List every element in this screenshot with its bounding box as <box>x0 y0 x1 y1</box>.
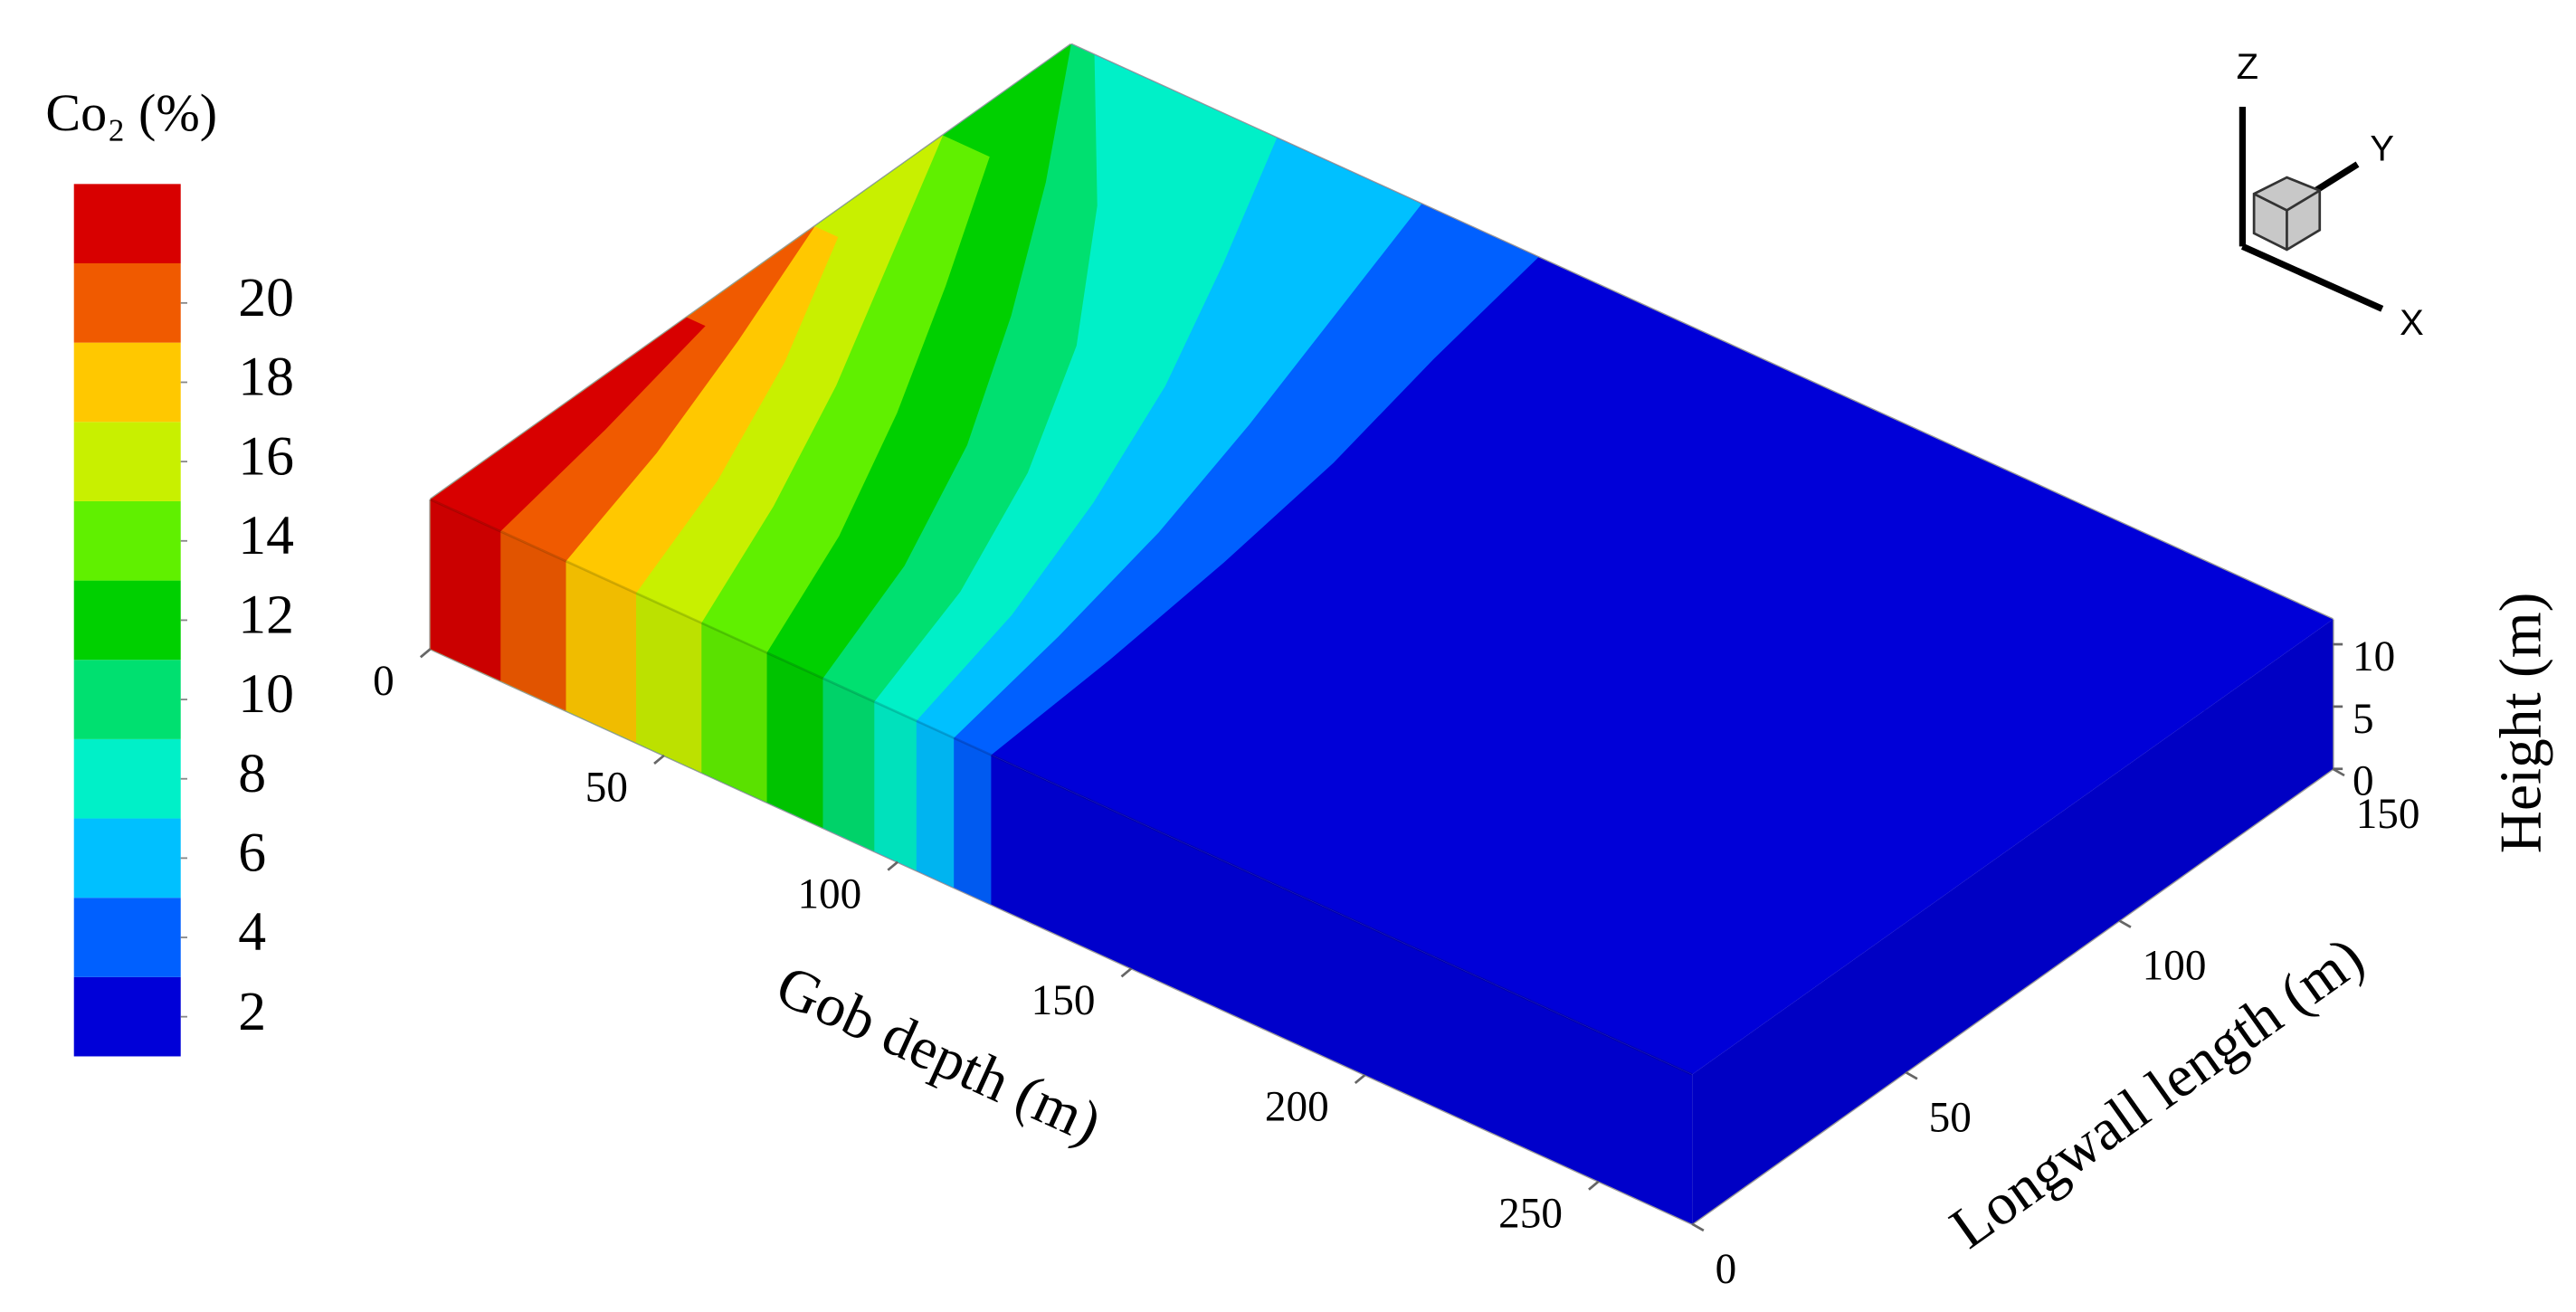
x-tick-label: 150 <box>1031 977 1096 1024</box>
y-tick-label: 150 <box>2356 791 2420 838</box>
colorbar-title: Co₂ (%) <box>45 83 217 142</box>
colorbar-tick-label: 4 <box>238 901 266 963</box>
colorbar-band <box>73 263 181 343</box>
y-tick-label: 0 <box>1716 1246 1737 1293</box>
z-tick-label: 0 <box>2353 758 2374 805</box>
contour-region-top <box>430 317 706 532</box>
x-tick <box>1120 967 1133 978</box>
colorbar-band <box>73 818 181 898</box>
front-shade <box>430 499 1693 1224</box>
colorbar-band <box>73 738 181 819</box>
box-edge <box>430 498 1693 1076</box>
plot <box>429 43 2334 1225</box>
colorbar-tick-label: 12 <box>238 585 294 646</box>
colorbar-tick-label: 2 <box>238 981 266 1042</box>
triad-label: Z <box>2237 47 2258 87</box>
x-tick <box>1588 1180 1600 1191</box>
y-tick-label: 50 <box>1929 1094 1972 1141</box>
x-tick <box>653 754 665 765</box>
y-tick <box>1905 1070 1918 1080</box>
colorbar-band <box>73 660 181 739</box>
colorbar-band <box>73 580 181 661</box>
y-tick <box>1691 1222 1705 1232</box>
right-face <box>1692 619 2334 1224</box>
x-tick-label: 0 <box>373 658 394 705</box>
colorbar-tick-label: 20 <box>238 267 294 328</box>
x-tick-label: 250 <box>1498 1190 1563 1237</box>
colorbar-tick-label: 14 <box>238 505 294 566</box>
x-tick <box>887 860 899 871</box>
colorbar-tick-label: 6 <box>238 822 266 884</box>
x-tick <box>419 648 432 659</box>
colorbar-band <box>73 500 181 581</box>
z-axis-label: Height (m) <box>2489 593 2554 854</box>
colorbar-band <box>73 898 181 977</box>
colorbar-band <box>73 184 181 264</box>
colorbar-band <box>73 422 181 501</box>
contour-region-front <box>430 499 501 681</box>
colorbar-tick-label: 8 <box>238 743 266 804</box>
x-tick <box>1354 1073 1366 1085</box>
x-tick-label: 50 <box>585 765 628 812</box>
colorbar-band <box>73 342 181 423</box>
y-tick-label: 100 <box>2143 943 2207 990</box>
colorbar-tick-label: 18 <box>238 347 294 408</box>
colorbar-tick-label: 16 <box>238 425 294 487</box>
triad-label: X <box>2400 303 2424 343</box>
axis-triad <box>2239 107 2384 312</box>
colorbar-tick-label: 10 <box>238 663 294 725</box>
x-tick-label: 100 <box>797 870 861 917</box>
triad-label: Y <box>2370 129 2394 169</box>
colorbar-band <box>73 976 181 1057</box>
triad-x <box>2240 243 2384 312</box>
z-tick-label: 5 <box>2353 696 2374 743</box>
y-tick <box>2118 919 2132 928</box>
z-tick-label: 10 <box>2353 633 2395 680</box>
x-tick-label: 200 <box>1265 1084 1329 1131</box>
